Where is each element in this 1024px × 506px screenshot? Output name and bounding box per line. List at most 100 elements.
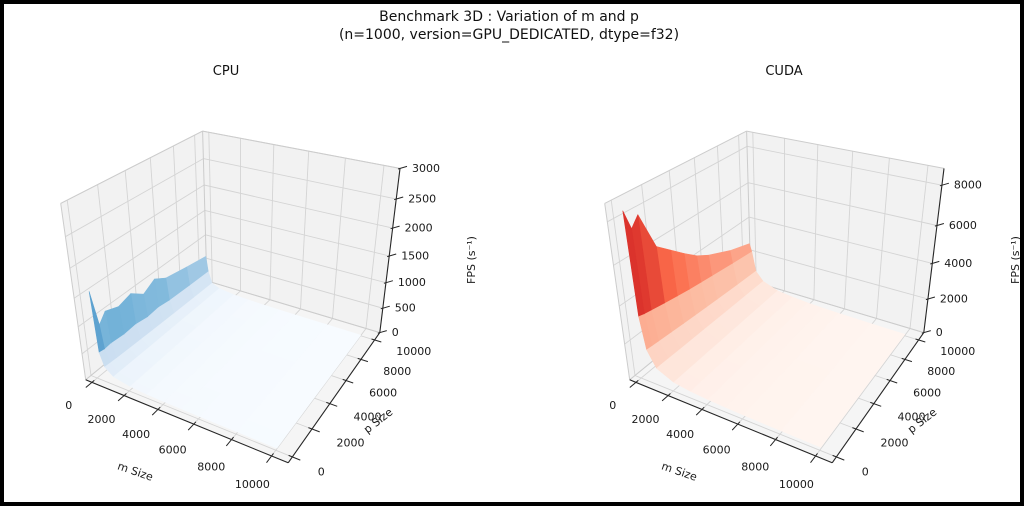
grid-line: [269, 144, 275, 300]
y-tick-label: 4000: [898, 410, 926, 423]
x-tick-label: 2000: [632, 413, 660, 426]
pane-edge: [604, 130, 747, 204]
z-tick-mark: [930, 260, 940, 265]
grid-line: [66, 200, 92, 376]
x-tick-label: 4000: [122, 428, 150, 441]
x-tick-label: 4000: [666, 428, 694, 441]
y-tick-mark: [371, 338, 382, 343]
x-axis-label: m Size: [660, 460, 699, 484]
y-tick-label: 0: [318, 465, 325, 478]
grid-line: [206, 257, 383, 309]
grid-line: [203, 158, 397, 200]
grid-line: [610, 200, 636, 376]
back-right-pane: [202, 131, 400, 333]
x-tick-mark: [225, 436, 234, 447]
x-tick-label: 8000: [197, 460, 225, 473]
z-tick-mark: [397, 165, 408, 170]
z-tick-mark: [921, 330, 931, 334]
x-tick-label: 10000: [779, 478, 814, 491]
x-tick-label: 8000: [741, 460, 769, 473]
pane-edge: [202, 130, 401, 169]
subplot-title-cuda: CUDA: [765, 64, 803, 79]
pane-edge: [746, 130, 945, 169]
y-tick-label: 0: [862, 465, 869, 478]
grid-line: [749, 249, 929, 300]
x-tick-label: 0: [65, 399, 72, 412]
z-axis-label: FPS (s⁻¹): [465, 236, 478, 284]
x-axis-label: m Size: [116, 460, 155, 484]
z-tick-label: 0: [392, 326, 399, 339]
surface-facet: [780, 425, 826, 448]
x-tick-label: 10000: [235, 478, 270, 491]
z-tick-label: 2000: [405, 222, 433, 235]
y-tick-label: 2000: [881, 437, 909, 450]
subplot-title-cpu: CPU: [212, 64, 240, 79]
x-axis-line: [85, 379, 289, 464]
grid-line: [844, 151, 854, 309]
y-tick-mark: [326, 401, 338, 407]
pane-edge: [60, 130, 203, 204]
z-tick-mark: [925, 296, 936, 301]
z-tick-mark: [377, 330, 387, 334]
grid-line: [815, 328, 911, 457]
z-tick-label: 3000: [412, 162, 440, 175]
grid-line: [813, 144, 819, 300]
y-tick-mark: [342, 378, 354, 384]
y-tick-mark: [901, 357, 913, 363]
x-tick-mark: [769, 436, 778, 447]
surface-facet: [236, 426, 282, 449]
grid-line: [909, 165, 929, 329]
z-tick-label: 0: [936, 326, 943, 339]
cuda-surface-plot: 0 2000 4000 6000 8000 10000 0 2000 4000 6000 8000 1…: [604, 130, 1022, 491]
grid-line: [208, 132, 213, 283]
y-tick-mark: [852, 427, 864, 433]
y-tick-label: 2000: [337, 437, 365, 450]
figure-title-line2: (n=1000, version=GPU_DEDICATED, dtype=f3…: [338, 27, 680, 44]
grid-line: [65, 158, 204, 238]
z-tick-label: 8000: [954, 179, 982, 192]
pane-edge: [750, 280, 924, 334]
x-tick-label: 0: [609, 399, 616, 412]
y-axis-line: [831, 332, 925, 464]
pane-edge: [604, 203, 631, 380]
z-tick-mark: [387, 253, 397, 258]
y-tick-label: 6000: [369, 387, 397, 400]
y-tick-mark: [915, 338, 926, 343]
grid-line: [365, 165, 385, 329]
grid-line: [77, 234, 206, 328]
y-tick-mark: [886, 378, 898, 384]
z-axis-label: FPS (s⁻¹): [1009, 236, 1022, 284]
z-tick-label: 500: [395, 302, 416, 315]
z-tick-mark: [934, 223, 945, 227]
back-right-pane: [746, 131, 944, 333]
grid-line: [876, 158, 890, 319]
y-tick-label: 8000: [927, 365, 955, 378]
y-tick-mark: [288, 454, 301, 461]
grid-line: [205, 234, 387, 284]
pane-edge: [206, 280, 380, 334]
z-tick-label: 2500: [408, 193, 436, 206]
z-tick-mark: [383, 280, 394, 284]
pane-edge: [60, 203, 87, 380]
grid-line: [752, 132, 757, 283]
x-tick-mark: [731, 421, 741, 431]
grid-line: [203, 184, 393, 229]
y-tick-mark: [832, 454, 845, 461]
grid-line: [332, 158, 346, 319]
grid-line: [607, 145, 748, 223]
x-tick-mark: [810, 453, 818, 464]
cpu-surface-plot: 0200040006000800010000020004000600080001…: [60, 130, 478, 491]
z-tick-label: 1000: [398, 276, 426, 289]
z-tick-mark: [394, 196, 404, 201]
x-tick-label: 2000: [88, 413, 116, 426]
figure-title-line1: Benchmark 3D : Variation of m and p: [379, 9, 639, 25]
grid-line: [69, 184, 205, 269]
grid-line: [747, 145, 942, 186]
grid-line: [204, 209, 390, 257]
y-tick-mark: [357, 357, 369, 363]
grid-line: [73, 210, 206, 299]
z-tick-label: 1500: [401, 250, 429, 263]
grid-line: [300, 151, 310, 309]
x-tick-mark: [85, 380, 95, 388]
